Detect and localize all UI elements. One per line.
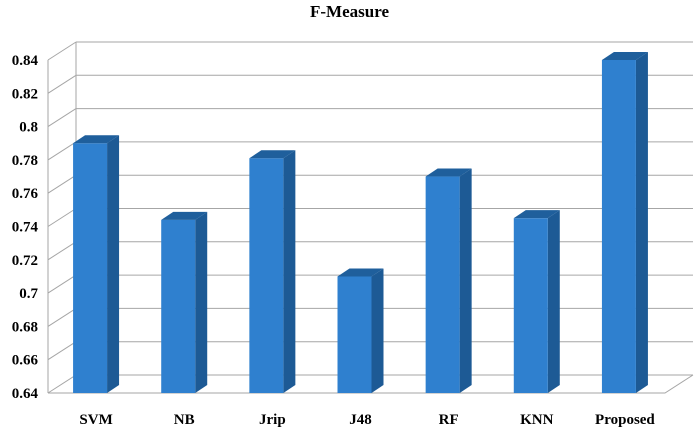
y-tick-label: 0.72 xyxy=(12,253,38,269)
x-tick-label: Proposed xyxy=(595,412,655,428)
gridline-side xyxy=(47,274,77,294)
gridline-side xyxy=(47,208,77,227)
bar-top xyxy=(73,135,120,144)
x-tick-label: SVM xyxy=(79,412,112,428)
bar-top xyxy=(601,52,648,60)
y-tick-label: 0.78 xyxy=(12,153,38,169)
x-tick-label: NB xyxy=(174,412,195,428)
gridline-side xyxy=(47,241,77,261)
bar-top xyxy=(161,211,208,220)
bar xyxy=(249,158,284,393)
gridline-side xyxy=(47,141,77,161)
gridline-side xyxy=(47,374,77,394)
y-tick-label: 0.64 xyxy=(12,386,39,402)
bar-side xyxy=(283,150,296,393)
bar-side xyxy=(107,135,120,393)
x-tick-label: J48 xyxy=(349,412,372,428)
bar xyxy=(337,276,372,393)
gridline-side xyxy=(47,307,77,327)
y-tick-label: 0.74 xyxy=(12,220,39,236)
bar xyxy=(425,176,460,393)
x-tick-label: Jrip xyxy=(259,412,286,428)
gridline-side xyxy=(47,108,77,128)
bar-top xyxy=(249,150,296,159)
x-tick-label: KNN xyxy=(520,412,554,428)
bar xyxy=(73,143,108,393)
y-tick-label: 0.68 xyxy=(12,319,38,335)
x-tick-label: RF xyxy=(439,412,459,428)
bar xyxy=(601,60,636,393)
gridline-side xyxy=(47,41,77,61)
chart-title: F-Measure xyxy=(310,2,389,21)
y-tick-label: 0.82 xyxy=(12,86,38,102)
bar-top xyxy=(425,168,472,177)
bar-side xyxy=(547,210,560,393)
gridline-side xyxy=(47,174,77,194)
bar-side xyxy=(459,168,472,393)
gridline-side xyxy=(47,341,77,361)
y-tick-label: 0.66 xyxy=(12,353,39,369)
bar-side xyxy=(635,52,648,393)
y-tick-label: 0.76 xyxy=(12,186,39,202)
gridline-side xyxy=(47,74,77,94)
bar-side xyxy=(371,268,384,393)
bar xyxy=(513,218,548,393)
y-tick-label: 0.8 xyxy=(19,120,38,136)
bar-side xyxy=(195,211,208,393)
y-tick-label: 0.7 xyxy=(19,286,38,302)
bar xyxy=(161,219,196,393)
y-tick-label: 0.84 xyxy=(12,53,39,69)
bar-top xyxy=(513,210,560,219)
bar-top xyxy=(337,268,384,277)
